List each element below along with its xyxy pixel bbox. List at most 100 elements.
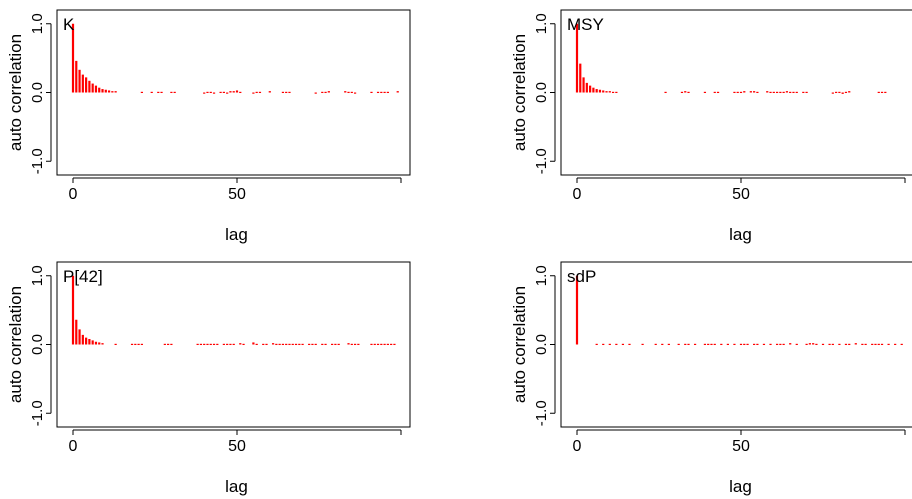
x-tick-label: 0 xyxy=(573,438,582,455)
acf-bar xyxy=(393,343,396,346)
acf-bar xyxy=(203,92,206,94)
acf-bar xyxy=(746,343,749,346)
acf-bar xyxy=(677,343,680,346)
acf-bar xyxy=(281,343,285,346)
acf-bar xyxy=(98,342,101,345)
acf-bar xyxy=(805,91,808,94)
acf-bar xyxy=(877,343,880,346)
acf-bar xyxy=(861,343,864,346)
acf-bar xyxy=(874,343,877,346)
acf-bar xyxy=(654,343,657,346)
acf-bar xyxy=(848,343,851,346)
acf-bar xyxy=(831,343,834,346)
y-tick-label: -1.0 xyxy=(533,148,550,174)
acf-bar xyxy=(78,329,81,345)
acf-bar xyxy=(595,89,598,93)
acf-bar xyxy=(726,343,729,346)
acf-bar xyxy=(595,343,598,346)
acf-bar xyxy=(710,343,713,346)
acf-bar xyxy=(900,343,903,346)
y-tick-label: 0.0 xyxy=(29,82,46,103)
y-tick-label: 1.0 xyxy=(533,265,550,286)
acf-bar xyxy=(736,91,739,94)
acf-bar xyxy=(203,343,206,346)
y-tick-label: 0.0 xyxy=(533,82,550,103)
acf-bar xyxy=(795,343,798,346)
panel-4: -1.0 0.0 1.0 0 50 lag auto correlation sdP xyxy=(510,261,912,496)
acf-bar xyxy=(589,85,592,93)
acf-bar xyxy=(880,343,884,346)
acf-bar xyxy=(255,343,258,346)
acf-bar xyxy=(357,343,360,346)
acf-bar xyxy=(585,82,588,93)
acf-bar xyxy=(347,343,350,345)
acf-bar xyxy=(258,91,262,94)
acf-bar xyxy=(75,319,78,345)
y-tick-label: 0.0 xyxy=(29,334,46,355)
x-tick-label: 0 xyxy=(69,438,78,455)
acf-bar xyxy=(114,343,117,346)
acf-bar xyxy=(733,91,736,94)
acf-bar xyxy=(88,80,91,93)
acf-bar xyxy=(753,343,756,346)
acf-bar xyxy=(337,343,340,346)
acf-bar xyxy=(216,343,219,346)
acf-bar xyxy=(775,91,779,94)
y-tick-label: -1.0 xyxy=(29,400,46,426)
acf-bar xyxy=(98,87,101,93)
acf-bar xyxy=(605,91,608,93)
acf-bar xyxy=(288,91,291,94)
acf-bar xyxy=(226,343,229,346)
acf-bar xyxy=(94,85,98,93)
panel-3: -1.0 0.0 1.0 0 50 lag auto correlation P[42] xyxy=(6,261,411,496)
acf-bar xyxy=(641,343,644,346)
acf-bar xyxy=(137,343,140,346)
acf-bar xyxy=(71,275,75,345)
acf-bar xyxy=(252,342,255,345)
acf-bar xyxy=(739,343,743,346)
acf-bar xyxy=(150,91,153,94)
acf-bar xyxy=(386,91,389,94)
acf-bar xyxy=(199,343,203,346)
acf-bar xyxy=(664,91,667,94)
acf-bar xyxy=(887,343,890,346)
acf-bar xyxy=(894,343,897,346)
acf-bar xyxy=(140,91,143,94)
acf-bar xyxy=(370,91,373,94)
acf-bar xyxy=(628,343,631,346)
acf-bar xyxy=(828,343,831,346)
acf-bar xyxy=(749,91,752,93)
acf-bar xyxy=(762,343,766,346)
panel-title: MSY xyxy=(567,15,604,34)
acf-bar xyxy=(598,89,602,93)
x-axis-title: lag xyxy=(729,225,752,244)
acf-bar xyxy=(779,343,782,346)
acf-bar xyxy=(880,91,884,94)
acf-bar xyxy=(111,91,114,93)
acf-bar xyxy=(350,343,353,346)
acf-bar xyxy=(831,92,834,94)
x-axis-title: lag xyxy=(225,477,248,496)
acf-bar xyxy=(353,92,357,94)
acf-bar xyxy=(170,91,173,94)
acf-bar xyxy=(716,91,720,94)
acf-bar xyxy=(835,91,838,94)
acf-bar xyxy=(769,91,772,94)
x-tick-label: 50 xyxy=(732,438,750,455)
acf-bar xyxy=(209,91,212,94)
acf-bar xyxy=(81,74,84,93)
acf-bar xyxy=(206,91,209,94)
acf-bar xyxy=(602,343,605,346)
acf-bar xyxy=(753,91,756,93)
acf-bar xyxy=(285,91,288,94)
acf-bar xyxy=(239,91,242,94)
acf-bar xyxy=(288,343,291,346)
acf-bar xyxy=(667,343,670,346)
y-tick-label: -1.0 xyxy=(29,148,46,174)
panel-title: sdP xyxy=(567,267,596,286)
acf-bar xyxy=(582,77,585,93)
acf-bar xyxy=(808,343,811,345)
acf-bar xyxy=(684,91,687,93)
acf-bar xyxy=(775,343,779,346)
acf-bar xyxy=(298,343,301,346)
